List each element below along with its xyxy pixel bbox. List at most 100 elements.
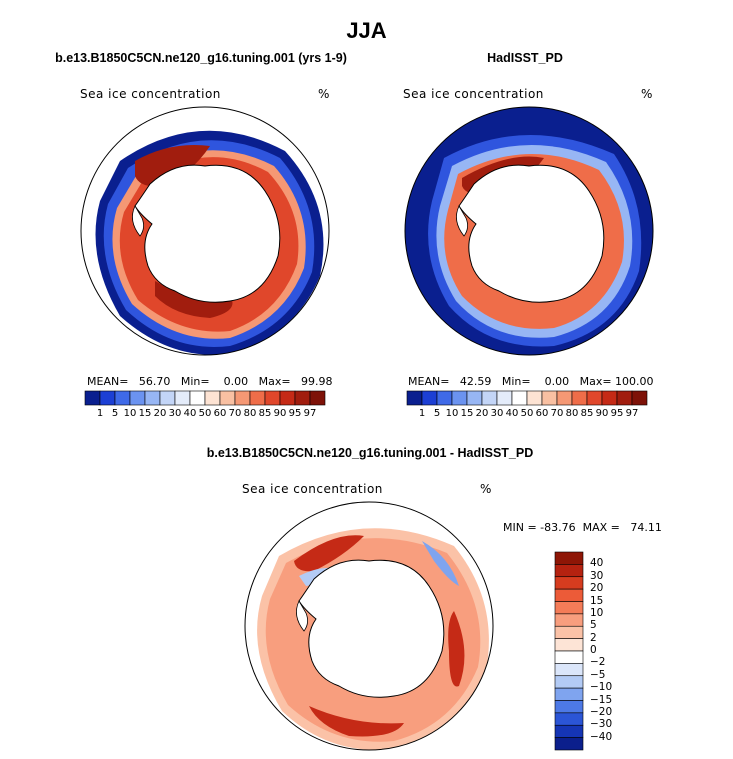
- obs-colorbar-swatch: [466, 390, 483, 406]
- obs-colorbar-swatch: [496, 390, 513, 406]
- diff-colorbar-tick-label: −10: [590, 681, 613, 694]
- diff-colorbar-tick-label: 40: [590, 557, 604, 570]
- model-colorbar-swatch: [279, 390, 296, 406]
- obs-colorbar-tick-label: 90: [595, 408, 609, 419]
- obs-colorbar-swatch: [526, 390, 543, 406]
- diff-colorbar-swatch: [554, 737, 584, 751]
- model-colorbar-swatches: [84, 390, 326, 406]
- obs-colorbar-tick-label: 15: [460, 408, 474, 419]
- obs-colorbar-swatch: [451, 390, 468, 406]
- diff-colorbar-tick-label: −2: [590, 656, 606, 669]
- diff-colorbar-swatches: [554, 551, 584, 751]
- diff-colorbar-tick-label: −40: [590, 730, 613, 743]
- diff-colorbar-swatch: [554, 700, 584, 714]
- obs-colorbar-tick-label: 1: [418, 408, 426, 419]
- model-colorbar-tick-label: 50: [198, 408, 212, 419]
- diff-colorbar-tick-label: 20: [590, 582, 604, 595]
- diff-colorbar-swatch: [554, 687, 584, 701]
- obs-colorbar-swatch: [601, 390, 618, 406]
- model-colorbar-swatch: [129, 390, 146, 406]
- model-colorbar-tick-label: 40: [183, 408, 197, 419]
- model-panel-title: b.e13.B1850C5CN.ne120_g16.tuning.001 (yr…: [55, 51, 347, 65]
- diff-colorbar-tick-label: 0: [590, 644, 597, 656]
- model-stats: MEAN= 56.70 Min= 0.00 Max= 99.98: [87, 375, 333, 388]
- model-colorbar-tick-label: 15: [138, 408, 152, 419]
- model-colorbar-swatch: [84, 390, 101, 406]
- model-colorbar-tick-label: 10: [123, 408, 137, 419]
- diff-colorbar-swatch: [554, 663, 584, 677]
- obs-colorbar-swatch: [631, 390, 648, 406]
- model-colorbar: [84, 390, 326, 406]
- obs-colorbar-tick-label: 80: [565, 408, 579, 419]
- model-colorbar-swatch: [294, 390, 311, 406]
- obs-colorbar: [406, 390, 648, 406]
- model-colorbar-swatch: [99, 390, 116, 406]
- model-colorbar-swatch: [264, 390, 281, 406]
- obs-colorbar-tick-label: 95: [610, 408, 624, 419]
- model-colorbar-swatch: [174, 390, 191, 406]
- model-colorbar-tick-label: 80: [243, 408, 257, 419]
- obs-stats: MEAN= 42.59 Min= 0.00 Max= 100.00: [408, 375, 654, 388]
- obs-colorbar-tick-label: 85: [580, 408, 594, 419]
- model-colorbar-tick-label: 90: [273, 408, 287, 419]
- obs-colorbar-swatch: [406, 390, 423, 406]
- diff-colorbar-swatch: [554, 625, 584, 639]
- model-colorbar-tick-label: 70: [228, 408, 242, 419]
- model-colorbar-swatch: [189, 390, 206, 406]
- obs-colorbar-swatch: [571, 390, 588, 406]
- obs-colorbar-tick-label: 40: [505, 408, 519, 419]
- model-colorbar-swatch: [144, 390, 161, 406]
- obs-colorbar-tick-label: 70: [550, 408, 564, 419]
- model-colorbar-swatch: [234, 390, 251, 406]
- model-polar-map: [80, 106, 330, 356]
- diff-colorbar-tick-label: 2: [590, 631, 597, 644]
- model-colorbar-tick-label: 85: [258, 408, 272, 419]
- diff-colorbar-tick-label: 15: [590, 594, 604, 607]
- model-colorbar-swatch: [204, 390, 221, 406]
- diff-colorbar-swatch: [554, 650, 584, 664]
- diff-colorbar-labels: 40 30 20 15 10 5 2 0 −2 −5 −10 −15 −20 −30 −40: [590, 552, 650, 750]
- model-colorbar-swatch: [114, 390, 131, 406]
- diff-colorbar-swatch: [554, 613, 584, 627]
- diff-colorbar-tick-label: 30: [590, 569, 604, 582]
- obs-colorbar-tick-label: 30: [490, 408, 504, 419]
- model-colorbar-tick-label: 5: [111, 408, 119, 419]
- obs-colorbar-swatch: [481, 390, 498, 406]
- obs-colorbar-swatch: [586, 390, 603, 406]
- obs-colorbar-swatches: [406, 390, 648, 406]
- obs-colorbar-swatch: [511, 390, 528, 406]
- obs-colorbar-tick-label: 20: [475, 408, 489, 419]
- diff-colorbar-tick-label: 5: [590, 619, 597, 632]
- diff-units-label: %: [480, 482, 492, 496]
- obs-colorbar-tick-label: 50: [520, 408, 534, 419]
- diff-colorbar-tick-label: −20: [590, 705, 613, 718]
- model-colorbar-swatch: [159, 390, 176, 406]
- obs-colorbar-swatch: [556, 390, 573, 406]
- diff-minmax: MIN = -83.76 MAX = 74.11: [503, 521, 662, 534]
- obs-colorbar-labels: 1 5 10 15 20 30 40 50 60 70 80 85 90 95 97: [407, 407, 647, 421]
- obs-colorbar-tick-label: 10: [445, 408, 459, 419]
- diff-colorbar-tick-label: −30: [590, 718, 613, 731]
- obs-panel-title: HadISST_PD: [487, 51, 563, 65]
- model-colorbar-tick-label: 95: [288, 408, 302, 419]
- model-colorbar-tick-label: 97: [303, 408, 317, 419]
- obs-polar-map: [404, 106, 654, 356]
- obs-field-label: Sea ice concentration: [403, 87, 544, 101]
- diff-colorbar-swatch: [554, 712, 584, 726]
- diff-colorbar-swatch: [554, 576, 584, 590]
- diff-field-label: Sea ice concentration: [242, 482, 383, 496]
- diff-colorbar-tick-label: −5: [590, 668, 606, 681]
- diff-colorbar-swatch: [554, 551, 584, 565]
- model-colorbar-tick-label: 20: [153, 408, 167, 419]
- diff-colorbar: [554, 551, 584, 751]
- diff-polar-map: [244, 501, 494, 751]
- obs-colorbar-tick-label: 97: [625, 408, 639, 419]
- model-colorbar-labels: 1 5 10 15 20 30 40 50 60 70 80 85 90 95 97: [85, 407, 325, 421]
- obs-colorbar-swatch: [436, 390, 453, 406]
- obs-colorbar-tick-label: 5: [433, 408, 441, 419]
- model-units-label: %: [318, 87, 330, 101]
- model-colorbar-swatch: [249, 390, 266, 406]
- obs-colorbar-swatch: [421, 390, 438, 406]
- model-colorbar-tick-label: 30: [168, 408, 182, 419]
- obs-colorbar-swatch: [541, 390, 558, 406]
